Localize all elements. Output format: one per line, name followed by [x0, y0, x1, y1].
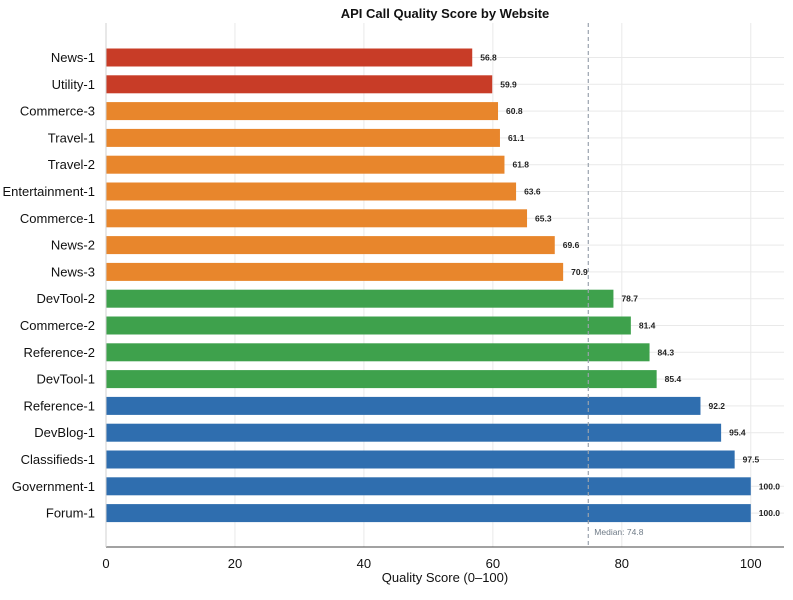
value-label-commerce-1: 65.3 [535, 213, 552, 223]
bar-reference-2 [106, 343, 650, 362]
axes-layer [105, 23, 784, 548]
y-tick-label-travel-1: Travel-1 [48, 130, 95, 145]
bar-commerce-1 [106, 209, 528, 228]
y-tick-label-reference-1: Reference-1 [23, 398, 95, 413]
value-label-news-1: 56.8 [480, 53, 497, 63]
value-label-news-3: 70.9 [571, 267, 588, 277]
bar-news-3 [106, 262, 564, 281]
y-tick-label-news-2: News-2 [51, 238, 95, 253]
x-tick-label-5: 100 [740, 556, 762, 571]
value-label-commerce-2: 81.4 [639, 321, 656, 331]
y-tick-label-commerce-1: Commerce-1 [20, 211, 95, 226]
bar-reference-1 [106, 396, 701, 415]
y-tick-label-devtool-1: DevTool-1 [36, 372, 95, 387]
bar-forum-1 [106, 504, 751, 523]
y-tick-label-devblog-1: DevBlog-1 [34, 425, 95, 440]
y-tick-label-commerce-2: Commerce-2 [20, 318, 95, 333]
y-tick-label-devtool-2: DevTool-2 [36, 291, 95, 306]
y-tick-label-forum-1: Forum-1 [46, 506, 95, 521]
bar-news-1 [106, 48, 473, 67]
value-label-news-2: 69.6 [563, 240, 580, 250]
y-tick-label-commerce-3: Commerce-3 [20, 104, 95, 119]
value-label-classifieds-1: 97.5 [743, 455, 760, 465]
y-tick-label-news-1: News-1 [51, 50, 95, 65]
bar-commerce-3 [106, 102, 499, 121]
value-label-entertainment-1: 63.6 [524, 187, 541, 197]
bar-entertainment-1 [106, 182, 517, 201]
median-label: Median: 74.8 [594, 527, 643, 537]
bar-commerce-2 [106, 316, 631, 335]
x-tick-label-2: 40 [357, 556, 371, 571]
value-label-government-1: 100.0 [759, 481, 781, 491]
bars-layer [106, 48, 751, 523]
bar-devtool-1 [106, 370, 657, 389]
chart-title: API Call Quality Score by Website [341, 6, 550, 21]
y-tick-label-classifieds-1: Classifieds-1 [21, 452, 95, 467]
value-label-devtool-2: 78.7 [621, 294, 638, 304]
value-label-reference-1: 92.2 [708, 401, 725, 411]
bar-government-1 [106, 477, 751, 496]
x-tick-label-3: 60 [486, 556, 500, 571]
x-tick-label-4: 80 [615, 556, 629, 571]
labels-layer: 0 20 40 60 80 100 News-1 56.8 Utility-1 59.9 Comme… [3, 50, 781, 571]
value-label-forum-1: 100.0 [759, 508, 781, 518]
value-label-travel-1: 61.1 [508, 133, 525, 143]
value-label-devblog-1: 95.4 [729, 428, 746, 438]
bar-classifieds-1 [106, 450, 735, 469]
y-tick-label-utility-1: Utility-1 [52, 77, 95, 92]
bar-devblog-1 [106, 423, 722, 442]
bar-devtool-2 [106, 289, 614, 308]
bar-travel-1 [106, 128, 500, 147]
bar-utility-1 [106, 75, 493, 94]
y-tick-label-entertainment-1: Entertainment-1 [3, 184, 96, 199]
value-label-commerce-3: 60.8 [506, 106, 523, 116]
value-label-devtool-1: 85.4 [665, 374, 682, 384]
bar-travel-2 [106, 155, 505, 174]
x-tick-label-1: 20 [228, 556, 242, 571]
value-label-reference-2: 84.3 [658, 347, 675, 357]
value-label-travel-2: 61.8 [512, 160, 529, 170]
x-tick-label-0: 0 [102, 556, 109, 571]
bar-news-2 [106, 236, 555, 255]
y-tick-label-travel-2: Travel-2 [48, 157, 95, 172]
y-tick-label-reference-2: Reference-2 [23, 345, 95, 360]
value-label-utility-1: 59.9 [500, 79, 517, 89]
y-tick-label-news-3: News-3 [51, 264, 95, 279]
y-tick-label-government-1: Government-1 [12, 479, 95, 494]
x-axis-label: Quality Score (0–100) [382, 570, 508, 585]
